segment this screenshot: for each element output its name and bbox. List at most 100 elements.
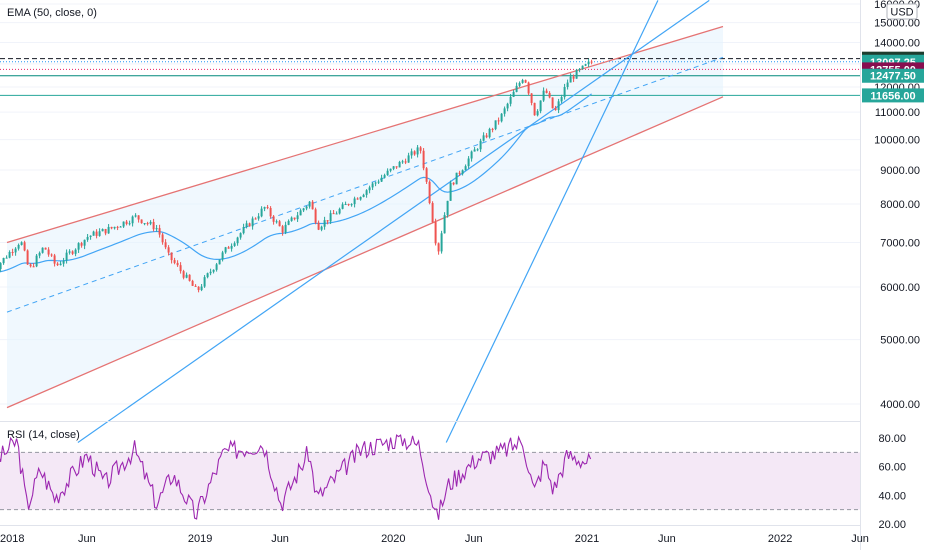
time-tick-label: Jun — [78, 533, 96, 545]
candle-body — [81, 243, 83, 246]
candle-body — [48, 250, 50, 255]
candle-body — [330, 213, 332, 221]
candle-body — [147, 223, 149, 224]
candle-body — [336, 213, 338, 214]
candle-body — [540, 101, 542, 112]
candle-body — [471, 152, 473, 159]
candle-body — [441, 233, 443, 251]
candle-body — [231, 246, 233, 249]
price-tag[interactable]: 11656.00 — [862, 88, 924, 102]
candle-body — [150, 222, 152, 224]
ema-legend[interactable]: EMA (50, close, 0) — [7, 7, 97, 19]
candle-body — [492, 129, 494, 130]
candle-body — [24, 242, 26, 250]
candle-body — [213, 270, 215, 272]
candle-body — [210, 272, 212, 273]
candle-body — [33, 266, 35, 267]
price-tick-label: 8000.00 — [880, 199, 920, 211]
candle-body — [177, 263, 179, 265]
candle-body — [273, 216, 275, 221]
candle-body — [93, 232, 95, 236]
candle-body — [96, 232, 98, 236]
candle-body — [384, 175, 386, 178]
candle-body — [549, 93, 551, 98]
candle-body — [447, 201, 449, 215]
candle-body — [84, 240, 86, 246]
candle-body — [522, 80, 524, 83]
candle-body — [306, 207, 308, 209]
candle-body — [195, 286, 197, 287]
candle-body — [324, 220, 326, 227]
candle-body — [435, 222, 437, 243]
time-tick-label: 2019 — [188, 533, 212, 545]
candle-body — [153, 222, 155, 229]
candle-body — [54, 255, 56, 263]
candle-body — [3, 258, 5, 263]
currency-label: USD — [890, 7, 913, 19]
candle-body — [561, 97, 563, 101]
candle-body — [396, 166, 398, 167]
candle-body — [360, 197, 362, 200]
currency-badge[interactable]: USD — [887, 4, 917, 19]
price-pane: EMA (50, close, 0) — [0, 0, 860, 442]
candle-body — [498, 120, 500, 121]
candle-body — [414, 151, 416, 154]
candle-body — [42, 248, 44, 253]
candle-body — [264, 207, 266, 209]
candle-body — [369, 187, 371, 190]
candle-body — [72, 251, 74, 253]
candle-body — [114, 227, 116, 228]
time-tick-label: 2018 — [0, 533, 24, 545]
candle-body — [294, 218, 296, 220]
time-scale[interactable]: 2018 Jun 2019 Jun 2020 Jun 2021 Jun 2022 Jun — [0, 533, 869, 545]
candle-body — [426, 168, 428, 182]
candle-body — [57, 264, 59, 265]
time-tick-label: Jun — [658, 533, 676, 545]
candle-body — [30, 264, 32, 266]
candle-body — [234, 243, 236, 246]
time-tick-label: 2020 — [381, 533, 405, 545]
candle-body — [456, 173, 458, 185]
candle-body — [75, 250, 77, 254]
candle-body — [450, 183, 452, 201]
candle-body — [165, 242, 167, 247]
candle-body — [162, 235, 164, 243]
candle-body — [270, 208, 272, 216]
candle-body — [564, 87, 566, 97]
candle-body — [351, 204, 353, 205]
candle-body — [537, 111, 539, 115]
candle-body — [327, 220, 329, 221]
rsi-tick-label: 40.00 — [878, 490, 906, 502]
candle-body — [474, 149, 476, 151]
candle-body — [201, 287, 203, 290]
candle-body — [9, 252, 11, 258]
candle-body — [105, 229, 107, 233]
candle-body — [117, 227, 119, 228]
rsi-pane: RSI (14, close) — [0, 429, 860, 520]
candle-body — [39, 253, 41, 256]
price-tag[interactable]: 12477.50 — [862, 69, 924, 83]
candle-body — [399, 162, 401, 167]
trendline[interactable] — [446, 0, 658, 442]
candle-body — [516, 86, 518, 92]
candle-body — [381, 178, 383, 182]
candle-body — [282, 226, 284, 232]
candle-body — [486, 135, 488, 137]
candle-body — [21, 242, 23, 245]
rsi-band — [0, 452, 860, 509]
candle-body — [315, 209, 317, 222]
candle-body — [552, 97, 554, 108]
candle-body — [180, 265, 182, 271]
candle-body — [87, 237, 89, 240]
candle-body — [36, 256, 38, 267]
rsi-legend[interactable]: RSI (14, close) — [7, 429, 80, 441]
candle-body — [12, 252, 14, 253]
candle-body — [579, 69, 581, 70]
candle-body — [15, 249, 17, 253]
candle-body — [126, 222, 128, 224]
candle-body — [189, 275, 191, 281]
candle-body — [219, 260, 221, 265]
candle-body — [186, 275, 188, 278]
candle-body — [90, 236, 92, 237]
